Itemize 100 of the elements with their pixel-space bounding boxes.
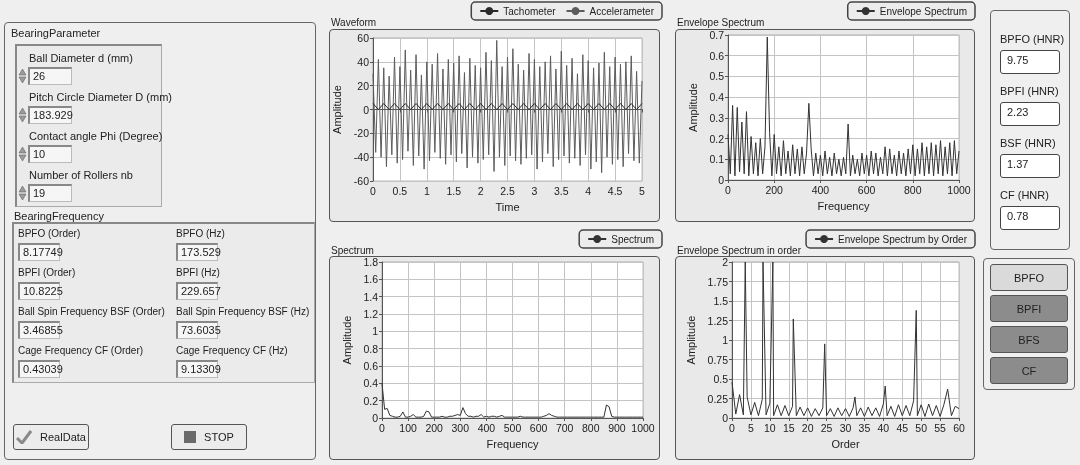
x-tick-label: 0.5: [392, 184, 408, 197]
y-tick-label: 0.5: [709, 70, 725, 83]
chart-title: Spectrum: [331, 244, 374, 256]
x-axis-title: Frequency: [486, 437, 539, 450]
text: BPFO (HNR): [1000, 33, 1065, 45]
text: BPFO: [990, 264, 1068, 291]
x-tick-label: 55: [934, 421, 947, 434]
x-tick-label: 10: [763, 421, 776, 434]
y-tick-label: 1.5: [713, 295, 729, 307]
y-tick-label: 1.8: [363, 256, 379, 268]
legend-label: Envelope Spectrum: [879, 5, 968, 17]
y-tick-label: 0.2: [363, 394, 379, 407]
y-tick-label: 0.6: [363, 360, 379, 372]
text: 8.17749: [18, 243, 63, 261]
y-tick-label: 0.4: [709, 91, 725, 104]
x-tick-label: 200: [425, 421, 444, 434]
x-tick-label: 1: [423, 184, 430, 197]
text: BearingFrequency: [14, 210, 104, 222]
y-axis-title: Amplitude: [331, 85, 344, 134]
text: STOP: [204, 431, 234, 443]
text: 183.929: [28, 106, 73, 124]
x-tick-label: 35: [858, 421, 871, 434]
y-tick-label: 0: [372, 412, 379, 424]
x-tick-label: 5: [639, 184, 646, 197]
y-tick-label: 0: [718, 174, 725, 186]
x-tick-label: 2: [477, 184, 484, 197]
y-axis-title: Amplitude: [686, 83, 699, 132]
text: 73.6035: [176, 321, 221, 339]
text: 9.75: [1000, 50, 1060, 74]
y-tick-label: 0: [363, 103, 370, 116]
text: 173.529: [176, 243, 221, 261]
text: BearingParameter: [11, 27, 101, 39]
y-tick-label: 60: [357, 32, 370, 44]
text: Ball Diameter d (mm): [29, 52, 133, 64]
x-tick-label: 1000: [631, 421, 655, 434]
x-tick-label: 800: [904, 183, 922, 196]
x-axis-title: Time: [495, 200, 520, 213]
x-tick-label: 600: [857, 183, 876, 196]
y-tick-label: 0.3: [709, 111, 725, 124]
x-tick-label: 1.5: [446, 184, 462, 197]
y-axis-title: Amplitude: [340, 315, 353, 365]
x-tick-label: 1000: [947, 183, 971, 196]
text: BSF (HNR): [1000, 137, 1056, 149]
x-tick-label: 15: [782, 421, 795, 434]
y-tick-label: 0.6: [709, 49, 725, 62]
y-tick-label: 0.4: [363, 377, 379, 390]
text: 229.657: [176, 282, 221, 300]
y-tick-label: 0.5: [713, 373, 729, 385]
x-tick-label: 5: [747, 421, 754, 434]
x-tick-label: 100: [399, 421, 418, 434]
text: BFS: [990, 326, 1068, 353]
y-tick-label: 0.2: [709, 132, 725, 145]
text: 9.13309: [176, 360, 221, 378]
x-tick-label: 20: [801, 421, 814, 434]
y-tick-label: 1.75: [707, 275, 729, 288]
y-tick-label: 2: [722, 256, 729, 268]
legend-label: Tachometer: [503, 5, 557, 17]
text: Contact angle Phi (Degree): [29, 130, 163, 142]
x-tick-label: 800: [582, 421, 600, 434]
text: Cage Frequency CF (Order): [18, 345, 144, 356]
y-tick-label: 1.6: [363, 273, 379, 286]
y-tick-label: 0: [722, 412, 729, 424]
x-tick-label: 30: [839, 421, 852, 434]
text: 19: [28, 184, 72, 202]
y-tick-label: 20: [357, 79, 370, 92]
x-tick-label: 400: [811, 183, 830, 196]
legend-label: Spectrum: [611, 233, 654, 245]
x-tick-label: 700: [555, 421, 574, 434]
x-tick-label: 4.5: [607, 184, 623, 197]
x-tick-label: 600: [529, 421, 548, 434]
x-tick-label: 300: [451, 421, 470, 434]
x-axis-title: Order: [831, 437, 860, 450]
y-tick-label: -60: [353, 175, 370, 187]
text: 0.78: [1000, 206, 1060, 230]
x-tick-label: 3: [531, 184, 538, 197]
text: 26: [28, 67, 72, 85]
x-tick-label: 400: [477, 421, 496, 434]
chart-title: Waveform: [331, 16, 377, 28]
x-tick-label: 40: [877, 421, 890, 434]
y-tick-label: 1: [372, 325, 379, 338]
y-tick-label: 1.25: [707, 314, 729, 327]
text: Number of Rollers nb: [29, 169, 133, 181]
legend-label: Accelerameter: [589, 5, 655, 17]
text: CF (HNR): [1000, 189, 1049, 201]
text: BPFO (Hz): [176, 228, 225, 239]
y-tick-label: -40: [353, 151, 370, 164]
line-series: [727, 36, 960, 177]
x-tick-label: 3.5: [554, 184, 569, 197]
text: BPFI: [990, 295, 1068, 322]
chart-title: Envelope Spectrum in order: [677, 244, 802, 256]
text: Pitch Circle Diameter D (mm): [29, 91, 173, 103]
y-tick-label: 1: [722, 334, 729, 346]
text: 2.23: [1000, 102, 1060, 126]
x-tick-label: 4: [585, 184, 592, 197]
chart-title: Envelope Spectrum: [677, 16, 765, 28]
x-tick-label: 50: [915, 421, 928, 434]
text: BPFI (HNR): [1000, 85, 1059, 97]
x-tick-label: 45: [896, 421, 909, 434]
y-tick-label: 1.2: [363, 308, 379, 320]
text: 10: [28, 145, 72, 163]
